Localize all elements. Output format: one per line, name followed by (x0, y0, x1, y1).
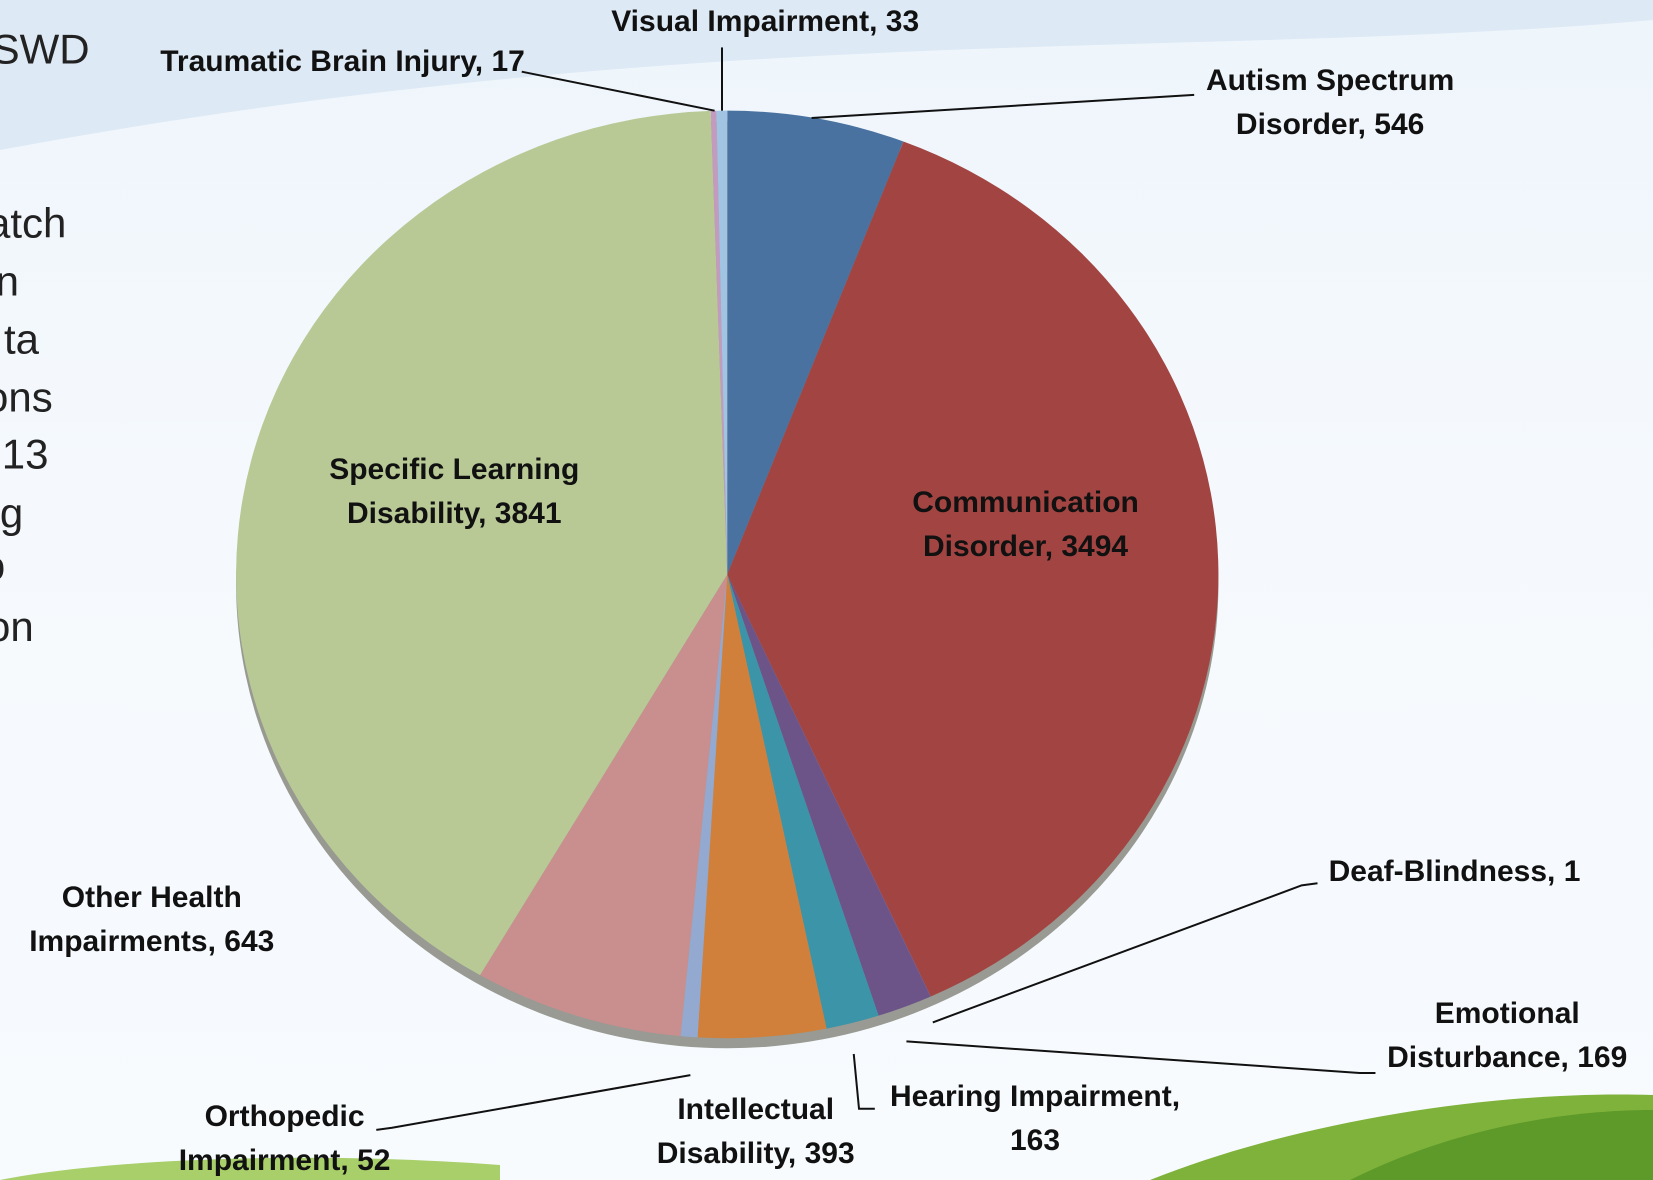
leader-line (376, 1074, 691, 1131)
data-label: Emotional Disturbance, 169 (1387, 996, 1628, 1074)
data-label: Orthopedic Impairment, 52 (178, 1100, 391, 1178)
data-label: Communication Disorder, 3494 (912, 485, 1139, 563)
label-category: Specific Learning Disability (329, 452, 580, 530)
label-category: Intellectual Disability (656, 1092, 835, 1170)
label-category: Traumatic Brain Injury (160, 45, 475, 79)
background-swoosh (0, 0, 1653, 150)
data-label: Other Health Impairments, 643 (29, 880, 275, 958)
label-category: Orthopedic Impairment (178, 1100, 365, 1178)
background-hill (1350, 1110, 1653, 1180)
leader-line (852, 1053, 875, 1110)
pie-slice (727, 110, 904, 575)
label-value: 1 (1563, 854, 1581, 888)
leader-line (521, 70, 715, 112)
data-label: Hearing Impairment, 163 (889, 1080, 1181, 1158)
side-text: 13 (2, 430, 49, 477)
label-value: 169 (1577, 1040, 1628, 1074)
data-label: Traumatic Brain Injury, 17 (160, 45, 525, 79)
leader-line (811, 93, 1195, 120)
background-hill (0, 1157, 500, 1180)
pie-slice (727, 574, 931, 997)
label-category: Visual Impairment (611, 5, 870, 38)
label-value: 17 (491, 45, 525, 79)
side-text: ta (4, 315, 40, 362)
pie-slice (727, 574, 879, 1029)
side-text: on (0, 603, 34, 650)
pie-slice (710, 110, 728, 575)
label-value: 3494 (1061, 529, 1129, 563)
pie-slice (697, 574, 827, 1039)
label-category: Autism Spectrum Disorder (1205, 64, 1455, 142)
data-label: Intellectual Disability, 393 (656, 1092, 855, 1170)
label-value: 33 (885, 5, 920, 38)
label-category: Emotional Disturbance (1387, 996, 1580, 1074)
side-text: ons (0, 373, 53, 420)
pie-slice (236, 110, 728, 976)
label-category: Deaf-Blindness (1328, 854, 1548, 888)
pie-slice (716, 110, 728, 575)
label-value: 643 (224, 924, 275, 958)
pie-slice (480, 574, 728, 1037)
label-value: 3841 (494, 496, 562, 530)
side-text: o (0, 542, 5, 589)
leader-line (906, 1040, 1376, 1074)
label-value: 52 (357, 1144, 391, 1178)
pie-slice (680, 574, 728, 1038)
data-label: Autism Spectrum Disorder, 546 (1205, 64, 1455, 142)
label-value: 546 (1374, 108, 1425, 142)
side-text: n (0, 257, 19, 304)
pie-slice (727, 574, 931, 1016)
label-value: 163 (1009, 1124, 1061, 1158)
pie-slice (727, 141, 1219, 997)
side-text: SWD (0, 26, 90, 73)
data-label: Visual Impairment, 33 (611, 5, 920, 38)
data-label: Deaf-Blindness, 1 (1328, 854, 1581, 888)
data-label: Specific Learning Disability, 3841 (329, 452, 580, 530)
label-category: Hearing Impairment (889, 1080, 1172, 1114)
label-category: Other Health Impairments (29, 880, 242, 958)
side-text: atch (0, 199, 66, 246)
label-category: Communication Disorder (912, 485, 1139, 563)
side-text: g (0, 489, 23, 536)
label-value: 393 (804, 1136, 855, 1170)
leader-line (932, 882, 1318, 1024)
